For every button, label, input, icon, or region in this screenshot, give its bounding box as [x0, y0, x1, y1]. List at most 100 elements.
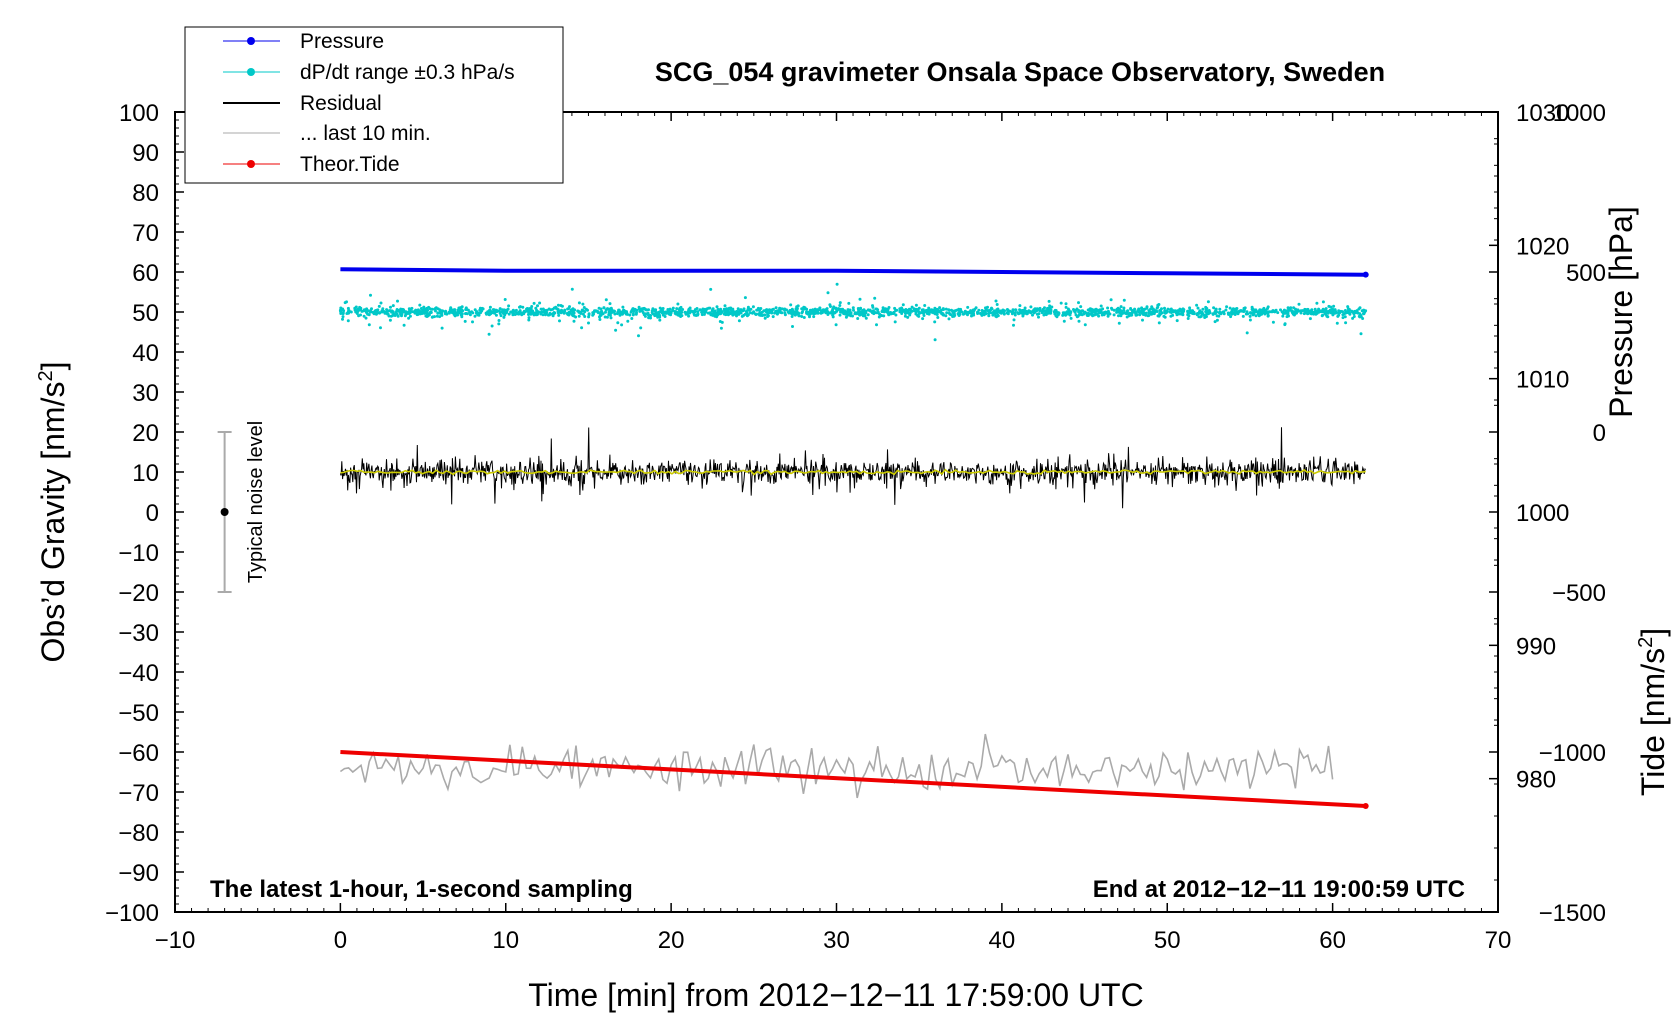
dpdt-point — [802, 305, 806, 309]
dpdt-point — [407, 316, 411, 320]
dpdt-point — [1258, 313, 1262, 317]
dpdt-point — [1141, 318, 1144, 322]
dpdt-point — [577, 314, 581, 318]
dpdt-point — [591, 313, 595, 317]
series-dpdt — [338, 282, 1368, 342]
dpdt-point — [525, 307, 528, 311]
dpdt-point — [1002, 312, 1006, 316]
dpdt-point — [1204, 314, 1208, 318]
dpdt-point — [736, 307, 740, 311]
dpdt-point — [994, 314, 998, 318]
dpdt-point — [1136, 309, 1140, 313]
dpdt-point — [1285, 315, 1289, 319]
dpdt-point — [341, 315, 345, 319]
dpdt-point — [947, 311, 951, 315]
dpdt-point — [1324, 307, 1328, 311]
y-tick-label: −40 — [118, 660, 159, 687]
series-theor-tide — [340, 750, 1366, 808]
dpdt-point — [1157, 314, 1161, 318]
y-tick-label: −100 — [105, 900, 159, 927]
dpdt-point — [1171, 313, 1175, 317]
dpdt-point — [759, 307, 763, 310]
dpdt-point — [1175, 319, 1179, 323]
dpdt-point — [603, 315, 607, 319]
dpdt-point — [882, 308, 886, 312]
y-tick-label: −70 — [118, 780, 159, 807]
dpdt-point — [837, 307, 841, 311]
dpdt-point — [1254, 310, 1258, 314]
dpdt-point — [1117, 321, 1121, 325]
dpdt-point — [800, 315, 804, 318]
dpdt-point — [608, 302, 612, 306]
dpdt-point — [991, 310, 995, 314]
dpdt-point — [616, 321, 620, 325]
dpdt-point — [889, 312, 893, 316]
dpdt-point — [1101, 307, 1105, 311]
dpdt-point — [1222, 310, 1226, 314]
dpdt-point — [875, 323, 878, 327]
dpdt-point — [1104, 311, 1108, 315]
dpdt-point — [1266, 314, 1270, 317]
dpdt-point — [904, 308, 908, 311]
dpdt-point — [716, 310, 720, 314]
dpdt-point — [571, 307, 575, 311]
dpdt-point — [666, 309, 670, 313]
dpdt-point — [687, 308, 691, 312]
dpdt-point — [609, 316, 613, 320]
dpdt-point — [1310, 308, 1314, 312]
dpdt-point — [1159, 309, 1163, 313]
dpdt-point — [1122, 306, 1126, 310]
dpdt-point — [826, 291, 830, 295]
dpdt-point — [1155, 306, 1159, 310]
dpdt-point — [840, 310, 844, 314]
dpdt-point — [530, 305, 534, 308]
tide-tick-label: 500 — [1566, 260, 1606, 287]
legend-label-tide: Theor.Tide — [300, 153, 400, 176]
dpdt-point — [1127, 313, 1131, 317]
dpdt-point — [647, 308, 650, 312]
dpdt-point — [580, 326, 584, 330]
dpdt-point — [1313, 307, 1317, 311]
dpdt-point — [453, 310, 457, 314]
dpdt-point — [853, 311, 857, 315]
dpdt-point — [1315, 301, 1319, 305]
dpdt-point — [1097, 309, 1101, 313]
dpdt-point — [1068, 313, 1072, 317]
dpdt-point — [1204, 310, 1208, 314]
dpdt-point — [727, 311, 731, 314]
x-tick-label: 40 — [989, 927, 1016, 954]
dpdt-point — [546, 313, 550, 317]
dpdt-point — [872, 310, 876, 314]
y-tick-label: 70 — [132, 220, 159, 247]
dpdt-point — [503, 298, 507, 301]
dpdt-point — [366, 312, 370, 316]
dpdt-point — [1195, 303, 1199, 307]
dpdt-point — [834, 323, 838, 327]
y-tick-label: −30 — [118, 620, 159, 647]
dpdt-point — [1093, 310, 1097, 314]
dpdt-point — [637, 334, 640, 338]
dpdt-point — [933, 320, 937, 324]
dpdt-point — [675, 307, 679, 311]
dpdt-point — [1191, 312, 1195, 316]
dpdt-point — [791, 309, 795, 313]
x-tick-label: 50 — [1154, 927, 1181, 954]
dpdt-point — [1343, 309, 1347, 312]
dpdt-point — [894, 313, 898, 317]
dpdt-point — [1061, 311, 1065, 315]
dpdt-point — [1186, 317, 1190, 320]
dpdt-point — [633, 307, 637, 311]
dpdt-point — [587, 312, 591, 316]
dpdt-point — [644, 312, 648, 316]
dpdt-point — [848, 308, 852, 312]
dpdt-point — [708, 306, 712, 310]
typical-noise-bar — [217, 431, 232, 593]
dpdt-point — [871, 305, 875, 309]
dpdt-point — [951, 315, 955, 318]
dpdt-point — [862, 312, 866, 316]
dpdt-point — [947, 308, 951, 312]
dpdt-point — [783, 311, 787, 315]
dpdt-point — [1012, 318, 1016, 322]
dpdt-point — [921, 317, 925, 321]
dpdt-point — [625, 312, 629, 316]
